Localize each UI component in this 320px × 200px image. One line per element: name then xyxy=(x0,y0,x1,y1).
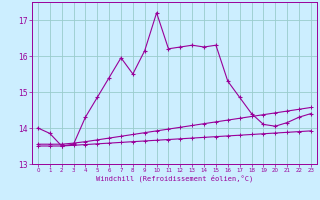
X-axis label: Windchill (Refroidissement éolien,°C): Windchill (Refroidissement éolien,°C) xyxy=(96,175,253,182)
